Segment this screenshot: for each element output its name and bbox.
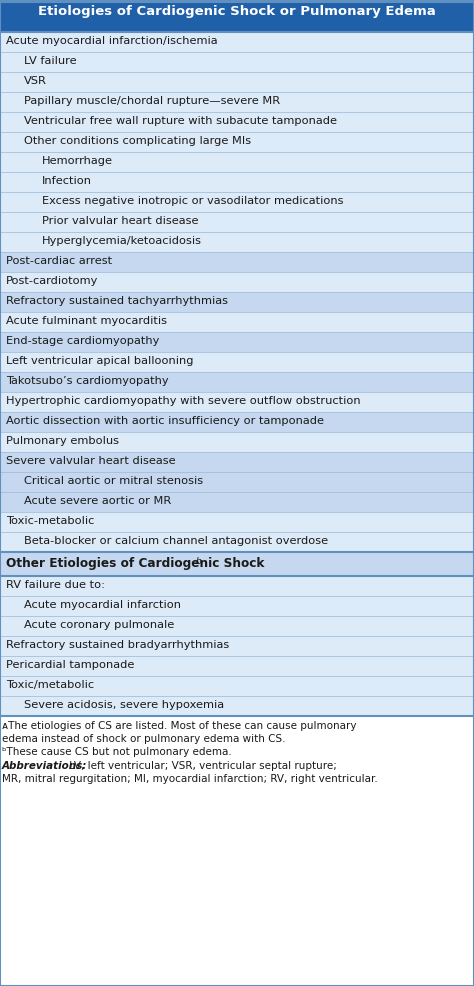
Text: Acute fulminant myocarditis: Acute fulminant myocarditis	[6, 316, 167, 326]
Text: Post-cardiotomy: Post-cardiotomy	[6, 276, 99, 286]
Bar	[0, 152, 474, 172]
Text: Acute myocardial infarction: Acute myocardial infarction	[24, 600, 181, 610]
Bar	[0, 512, 474, 532]
Bar	[0, 392, 474, 412]
Text: ᵇThese cause CS but not pulmonary edema.: ᵇThese cause CS but not pulmonary edema.	[2, 747, 232, 757]
Bar	[0, 636, 474, 656]
Text: Excess negative inotropic or vasodilator medications: Excess negative inotropic or vasodilator…	[42, 196, 344, 206]
Bar	[0, 576, 474, 596]
Text: Acute severe aortic or MR: Acute severe aortic or MR	[24, 496, 171, 506]
Text: Ventricular free wall rupture with subacute tamponade: Ventricular free wall rupture with subac…	[24, 116, 337, 126]
Bar	[0, 72, 474, 92]
Text: Hyperglycemia/ketoacidosis: Hyperglycemia/ketoacidosis	[42, 236, 202, 246]
Text: Left ventricular apical ballooning: Left ventricular apical ballooning	[6, 356, 193, 366]
Bar	[0, 432, 474, 452]
Bar	[0, 192, 474, 212]
Text: edema instead of shock or pulmonary edema with CS.: edema instead of shock or pulmonary edem…	[2, 734, 285, 744]
Bar	[0, 272, 474, 292]
Bar	[0, 372, 474, 392]
Text: Acute coronary pulmonale: Acute coronary pulmonale	[24, 620, 174, 630]
Bar	[0, 32, 474, 52]
Text: LV, left ventricular; VSR, ventricular septal rupture;: LV, left ventricular; VSR, ventricular s…	[66, 761, 337, 771]
Text: Abbreviations:: Abbreviations:	[2, 761, 87, 771]
Text: End-stage cardiomyopathy: End-stage cardiomyopathy	[6, 336, 159, 346]
Text: b: b	[196, 557, 201, 566]
Text: Pulmonary embolus: Pulmonary embolus	[6, 436, 119, 446]
Text: Toxic-metabolic: Toxic-metabolic	[6, 516, 94, 526]
Bar	[0, 352, 474, 372]
Bar	[0, 2, 474, 32]
Text: Other Etiologies of Cardiogenic Shock: Other Etiologies of Cardiogenic Shock	[6, 556, 264, 570]
Bar	[0, 412, 474, 432]
Bar	[0, 616, 474, 636]
Bar	[0, 312, 474, 332]
Bar	[0, 472, 474, 492]
Bar	[0, 452, 474, 472]
Text: Papillary muscle/chordal rupture—severe MR: Papillary muscle/chordal rupture—severe …	[24, 96, 280, 106]
Text: Critical aortic or mitral stenosis: Critical aortic or mitral stenosis	[24, 476, 203, 486]
Bar	[0, 292, 474, 312]
Bar	[0, 92, 474, 112]
Bar	[0, 656, 474, 676]
Text: Hemorrhage: Hemorrhage	[42, 156, 113, 166]
Text: Beta-blocker or calcium channel antagonist overdose: Beta-blocker or calcium channel antagoni…	[24, 536, 328, 546]
Bar	[0, 172, 474, 192]
Text: Toxic/metabolic: Toxic/metabolic	[6, 680, 94, 690]
Bar	[0, 492, 474, 512]
Bar	[0, 552, 474, 576]
Bar	[0, 332, 474, 352]
Text: Other conditions complicating large MIs: Other conditions complicating large MIs	[24, 136, 251, 146]
Text: LV failure: LV failure	[24, 56, 77, 66]
Bar	[0, 232, 474, 252]
Text: Takotsubo’s cardiomyopathy: Takotsubo’s cardiomyopathy	[6, 376, 169, 386]
Text: Hypertrophic cardiomyopathy with severe outflow obstruction: Hypertrophic cardiomyopathy with severe …	[6, 396, 361, 406]
Text: ᴀThe etiologies of CS are listed. Most of these can cause pulmonary: ᴀThe etiologies of CS are listed. Most o…	[2, 721, 356, 731]
Bar	[0, 676, 474, 696]
Text: Prior valvular heart disease: Prior valvular heart disease	[42, 216, 199, 226]
Text: MR, mitral regurgitation; MI, myocardial infarction; RV, right ventricular.: MR, mitral regurgitation; MI, myocardial…	[2, 774, 378, 784]
Text: Post-cardiac arrest: Post-cardiac arrest	[6, 256, 112, 266]
Bar	[0, 696, 474, 716]
Bar	[0, 252, 474, 272]
Bar	[0, 132, 474, 152]
Text: Refractory sustained tachyarrhythmias: Refractory sustained tachyarrhythmias	[6, 296, 228, 306]
Text: Etiologies of Cardiogenic Shock or Pulmonary Edema: Etiologies of Cardiogenic Shock or Pulmo…	[38, 6, 436, 19]
Text: Severe valvular heart disease: Severe valvular heart disease	[6, 456, 176, 466]
Bar	[0, 212, 474, 232]
Text: Refractory sustained bradyarrhythmias: Refractory sustained bradyarrhythmias	[6, 640, 229, 650]
Text: Acute myocardial infarction/ischemia: Acute myocardial infarction/ischemia	[6, 36, 218, 46]
Text: Pericardial tamponade: Pericardial tamponade	[6, 660, 134, 670]
Bar	[0, 596, 474, 616]
Text: VSR: VSR	[24, 76, 47, 86]
Bar	[0, 112, 474, 132]
Text: Severe acidosis, severe hypoxemia: Severe acidosis, severe hypoxemia	[24, 700, 224, 710]
Text: Aortic dissection with aortic insufficiency or tamponade: Aortic dissection with aortic insufficie…	[6, 416, 324, 426]
Bar	[0, 532, 474, 552]
Text: RV failure due to:: RV failure due to:	[6, 580, 105, 590]
Text: Infection: Infection	[42, 176, 92, 186]
Bar	[0, 52, 474, 72]
